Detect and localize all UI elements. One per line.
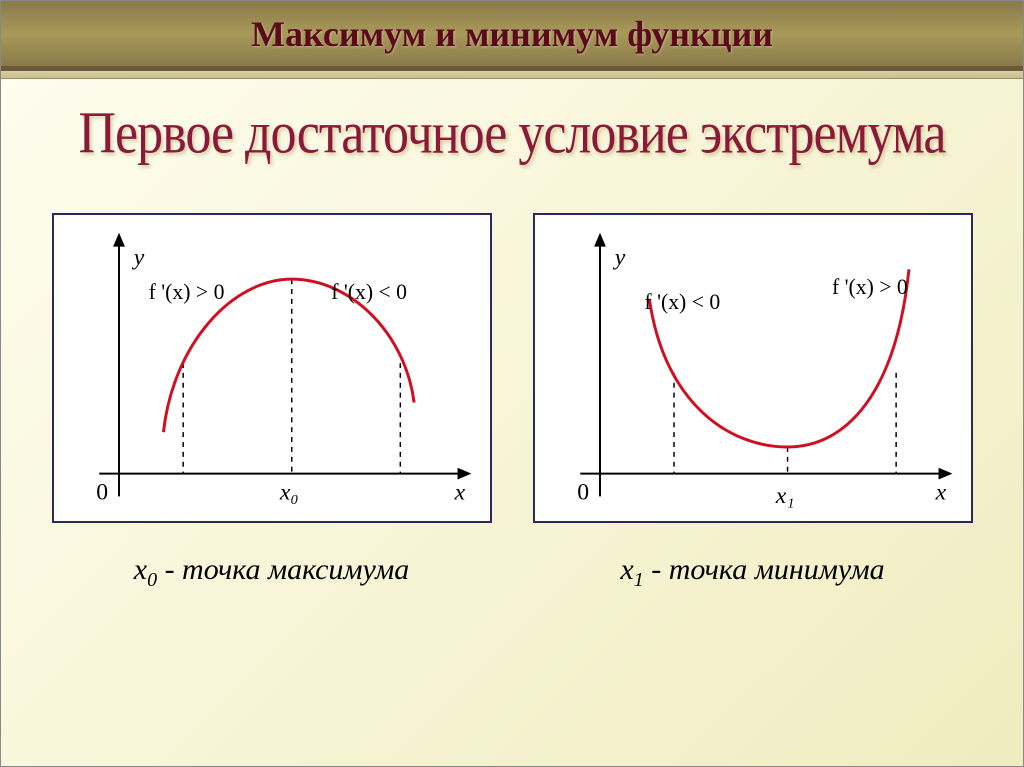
- page-title: Максимум и минимум функции: [251, 13, 773, 55]
- deriv-right-label: f '(x) > 0: [831, 275, 907, 299]
- chart-maximum-svg: y x 0 x₀ f '(x) > 0 f '(x) < 0: [54, 215, 490, 521]
- chart-maximum: y x 0 x₀ f '(x) > 0 f '(x) < 0: [52, 213, 492, 523]
- y-axis-arrow: [113, 233, 125, 247]
- y-axis-label: y: [131, 244, 144, 270]
- x-axis-label: x: [453, 479, 465, 505]
- chart-minimum-svg: y x 0 x₁ f '(x) < 0 f '(x) > 0: [535, 215, 971, 521]
- caption-minimum: x1 - точка минимума: [533, 553, 973, 592]
- y-axis-arrow: [594, 233, 606, 247]
- caption-text: - точка максимума: [157, 553, 409, 586]
- origin-label: 0: [96, 479, 108, 505]
- caption-maximum: x0 - точка максимума: [52, 553, 492, 592]
- caption-row: x0 - точка максимума x1 - точка минимума: [1, 553, 1023, 592]
- chart-minimum: y x 0 x₁ f '(x) < 0 f '(x) > 0: [533, 213, 973, 523]
- deriv-left-label: f '(x) < 0: [644, 290, 720, 314]
- deriv-left-label: f '(x) > 0: [148, 280, 224, 304]
- deriv-right-label: f '(x) < 0: [331, 280, 407, 304]
- divider: [1, 71, 1023, 79]
- caption-text: - точка минимума: [644, 553, 885, 586]
- x-tick-label: x₀: [278, 479, 298, 505]
- x-axis-arrow: [938, 468, 952, 480]
- slide: Максимум и минимум функции Первое достат…: [0, 0, 1024, 767]
- x-axis-label: x: [934, 479, 946, 505]
- origin-label: 0: [577, 479, 589, 505]
- caption-var: x: [134, 553, 147, 586]
- charts-row: y x 0 x₀ f '(x) > 0 f '(x) < 0: [1, 213, 1023, 523]
- x-tick-label: x₁: [774, 483, 794, 509]
- caption-var: x: [620, 553, 633, 586]
- title-band: Максимум и минимум функции: [1, 1, 1023, 71]
- caption-sub: 0: [147, 569, 157, 591]
- subtitle: Первое достаточное условие экстремума: [1, 100, 1023, 168]
- y-axis-label: y: [612, 244, 625, 270]
- caption-sub: 1: [634, 569, 644, 591]
- x-axis-arrow: [457, 468, 471, 480]
